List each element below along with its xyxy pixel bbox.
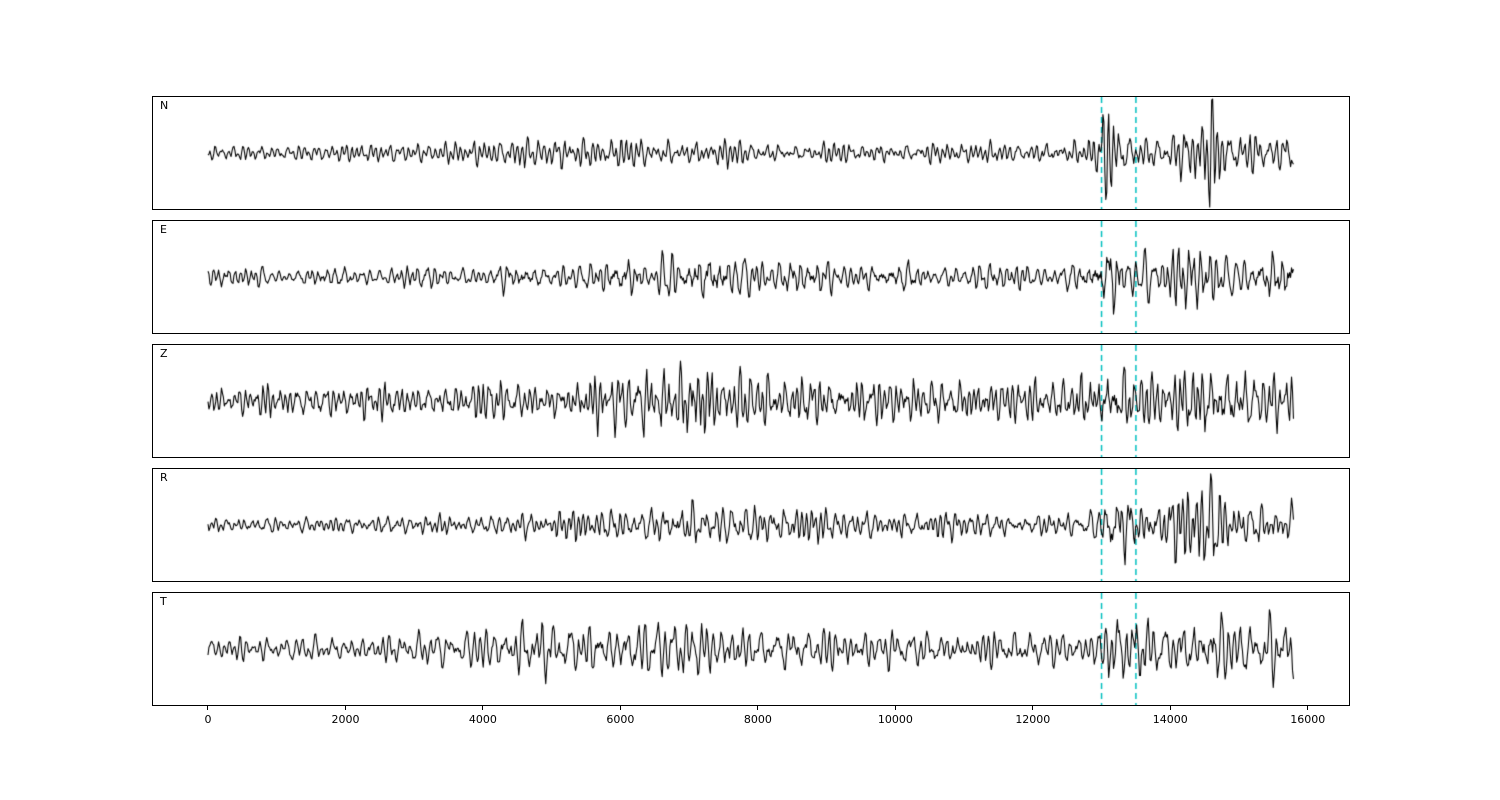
x-tick bbox=[757, 706, 759, 710]
waveform-canvas-n bbox=[153, 97, 1349, 209]
panel-n: N bbox=[152, 96, 1350, 210]
x-tick bbox=[1032, 706, 1034, 710]
x-tick-label: 0 bbox=[204, 713, 212, 726]
panel-label-t: T bbox=[160, 595, 167, 608]
panel-label-n: N bbox=[160, 99, 169, 112]
x-tick-label: 14000 bbox=[1152, 713, 1188, 726]
panel-label-z: Z bbox=[160, 347, 168, 360]
x-tick bbox=[1307, 706, 1309, 710]
x-tick-label: 4000 bbox=[468, 713, 497, 726]
x-tick bbox=[207, 706, 209, 710]
x-tick-label: 6000 bbox=[606, 713, 635, 726]
x-tick-label: 12000 bbox=[1015, 713, 1051, 726]
x-tick bbox=[344, 706, 346, 710]
panel-r: R bbox=[152, 468, 1350, 582]
x-tick bbox=[482, 706, 484, 710]
panel-z: Z bbox=[152, 344, 1350, 458]
x-tick-label: 2000 bbox=[331, 713, 360, 726]
x-tick bbox=[894, 706, 896, 710]
waveform-canvas-t bbox=[153, 593, 1349, 705]
panel-label-e: E bbox=[160, 223, 167, 236]
x-tick-label: 10000 bbox=[877, 713, 913, 726]
panel-t: T bbox=[152, 592, 1350, 706]
x-tick bbox=[1169, 706, 1171, 710]
x-tick-label: 8000 bbox=[743, 713, 772, 726]
panel-e: E bbox=[152, 220, 1350, 334]
waveform-canvas-e bbox=[153, 221, 1349, 333]
x-axis: 0 2000 4000 6000 8000 10000 12000 14000 16000 bbox=[153, 706, 1349, 740]
panel-label-r: R bbox=[160, 471, 168, 484]
x-tick bbox=[619, 706, 621, 710]
waveform-canvas-z bbox=[153, 345, 1349, 457]
x-tick-label: 16000 bbox=[1290, 713, 1326, 726]
waveform-canvas-r bbox=[153, 469, 1349, 581]
